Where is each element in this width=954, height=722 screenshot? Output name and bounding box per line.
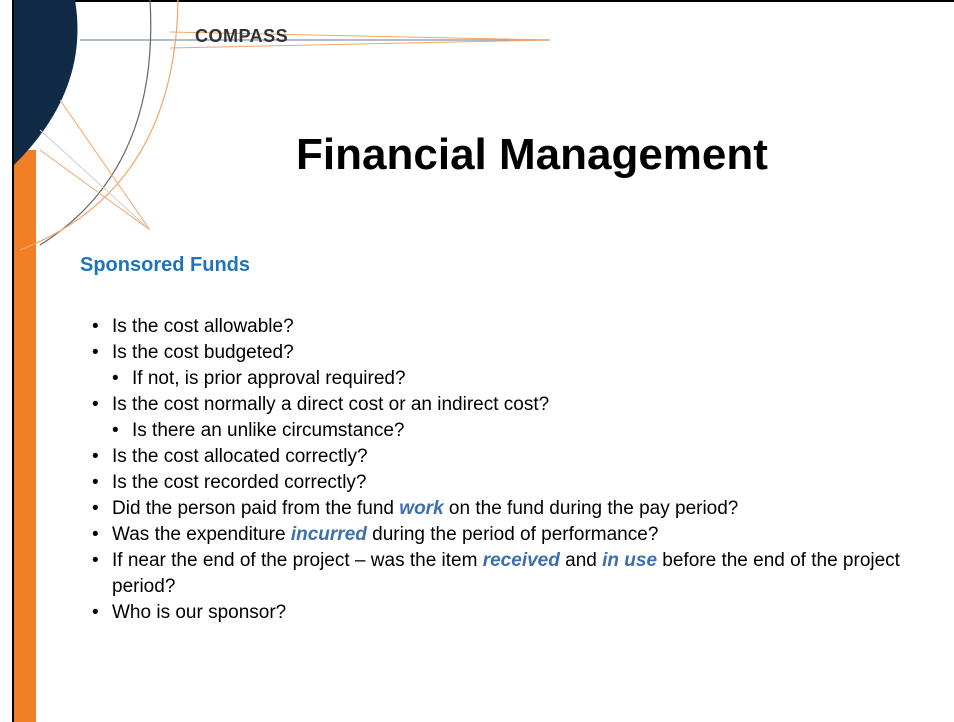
text: Did the person paid from the fund (112, 498, 400, 519)
text: If not, is prior approval required? (132, 368, 406, 389)
text: and (559, 550, 603, 571)
bullet: Was the expenditure incurred during the … (92, 522, 912, 548)
text: If near the end of the project – was the… (112, 550, 483, 571)
title: Financial Management (296, 130, 768, 179)
bullet: Is there an unlike circumstance? (112, 418, 912, 444)
bullet: Is the cost recorded correctly? (92, 470, 912, 496)
emphasis: in use (602, 550, 658, 571)
bullet: Is the cost normally a direct cost or an… (92, 392, 912, 418)
emphasis: work (399, 498, 444, 519)
emphasis: incurred (290, 524, 367, 545)
text: Is the cost normally a direct cost or an… (112, 394, 550, 415)
section-heading: Sponsored Funds (80, 254, 250, 276)
bullet: Who is our sponsor? (92, 600, 912, 626)
text: Is the cost budgeted? (112, 342, 294, 363)
bullet: If not, is prior approval required? (112, 366, 912, 392)
text: Is the cost allowable? (112, 316, 294, 337)
text: before the end of the project period? (112, 550, 900, 597)
text: Is the cost recorded correctly? (112, 472, 367, 493)
text: during the period of performance? (366, 524, 659, 545)
text: Who is our sponsor? (112, 602, 287, 623)
bullet: If near the end of the project – was the… (92, 548, 912, 600)
text: Was the expenditure (112, 524, 291, 545)
bullet: Is the cost budgeted? (92, 340, 912, 366)
emphasis: received (482, 550, 560, 571)
text: Is the cost allocated correctly? (112, 446, 368, 467)
bullet: Is the cost allowable? (92, 314, 912, 340)
bullet: Is the cost allocated correctly? (92, 444, 912, 470)
bullet: Did the person paid from the fund work o… (92, 496, 912, 522)
text: on the fund during the pay period? (443, 498, 739, 519)
text: Is there an unlike circumstance? (132, 420, 405, 441)
logo: COMPASS (195, 26, 289, 46)
bullet-list: Is the cost allowable? Is the cost budget… (92, 314, 912, 626)
